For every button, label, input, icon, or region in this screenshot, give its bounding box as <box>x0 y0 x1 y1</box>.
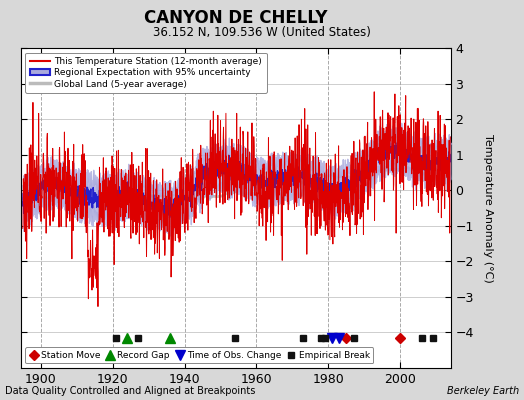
Legend: Station Move, Record Gap, Time of Obs. Change, Empirical Break: Station Move, Record Gap, Time of Obs. C… <box>26 347 374 364</box>
Y-axis label: Temperature Anomaly (°C): Temperature Anomaly (°C) <box>483 134 493 282</box>
Text: 36.152 N, 109.536 W (United States): 36.152 N, 109.536 W (United States) <box>153 26 371 39</box>
Text: Berkeley Earth: Berkeley Earth <box>446 386 519 396</box>
Text: Data Quality Controlled and Aligned at Breakpoints: Data Quality Controlled and Aligned at B… <box>5 386 256 396</box>
Title: CANYON DE CHELLY: CANYON DE CHELLY <box>144 9 328 27</box>
